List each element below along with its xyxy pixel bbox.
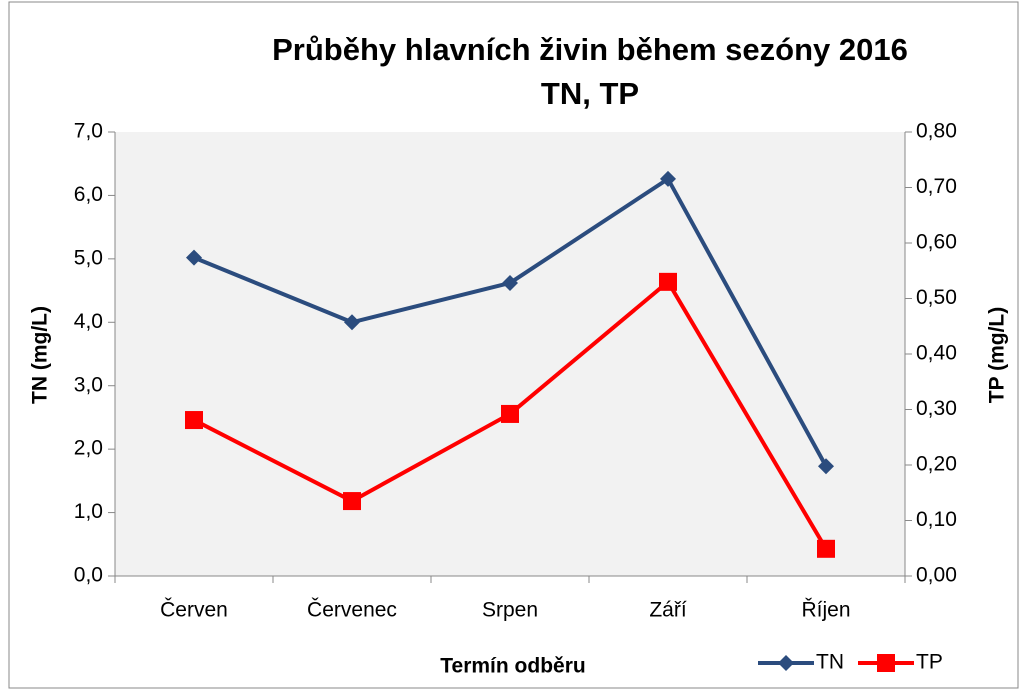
- legend-label: TN: [816, 651, 844, 674]
- x-tick-label: Červen: [160, 599, 228, 622]
- y2-axis-label: TP (mg/L): [986, 307, 1009, 403]
- chart-subtitle: TN, TP: [541, 76, 639, 111]
- data-point: [186, 249, 202, 266]
- plot-area: [115, 132, 905, 576]
- data-point: [818, 458, 834, 475]
- y-tick-label: 7,0: [74, 120, 103, 143]
- data-point: [185, 411, 203, 430]
- y2-tick-label: 0,00: [916, 564, 957, 587]
- y2-tick-label: 0,70: [916, 175, 957, 198]
- y-axis-label: TN (mg/L): [29, 306, 52, 404]
- legend-marker: [877, 654, 895, 672]
- data-point: [817, 539, 835, 558]
- x-tick-label: Září: [649, 599, 687, 622]
- y-tick-label: 2,0: [74, 437, 103, 460]
- y-tick-label: 6,0: [74, 183, 103, 206]
- y2-tick-label: 0,20: [916, 453, 957, 476]
- x-tick-label: Červenec: [307, 599, 397, 622]
- y2-tick-label: 0,40: [916, 342, 957, 365]
- y-tick-label: 1,0: [74, 500, 103, 523]
- data-point: [343, 492, 361, 511]
- y2-tick-label: 0,80: [916, 120, 957, 143]
- data-point: [660, 170, 676, 187]
- data-point: [659, 272, 677, 291]
- data-point: [501, 404, 519, 423]
- y2-tick-label: 0,10: [916, 508, 957, 531]
- y2-tick-label: 0,30: [916, 397, 957, 420]
- chart-title: Průběhy hlavních živin během sezóny 2016: [272, 32, 908, 67]
- y2-tick-label: 0,60: [916, 231, 957, 254]
- data-point: [344, 314, 360, 331]
- y-tick-label: 4,0: [74, 310, 103, 333]
- x-axis-label: Termín odběru: [440, 655, 585, 678]
- y2-tick-label: 0,50: [916, 286, 957, 309]
- legend-marker: [778, 655, 794, 671]
- x-tick-label: Říjen: [801, 599, 850, 622]
- legend-label: TP: [916, 651, 943, 674]
- data-point: [502, 274, 518, 291]
- y-tick-label: 5,0: [74, 246, 103, 269]
- y-tick-label: 0,0: [74, 564, 103, 587]
- y-tick-label: 3,0: [74, 373, 103, 396]
- x-tick-label: Srpen: [482, 599, 538, 622]
